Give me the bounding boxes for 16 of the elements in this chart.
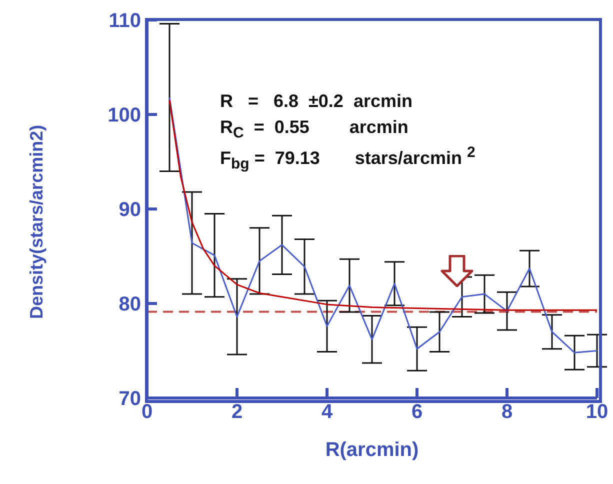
x-tick-label: 8 [501,401,513,424]
annotation: R = 6.8 ±0.2 arcmin [220,90,414,113]
x-tick-label: 0 [141,401,153,424]
y-tick-label: 110 [108,10,141,32]
annotation: F$_{bg}$ = 79.13 stars/arcmin $^{2}$ [220,143,476,173]
y-tick-label: 80 [118,294,141,316]
y-tick-label: 70 [118,388,141,410]
x-tick-label: 2 [231,401,243,424]
annotation: R$_{C}$ = 0.55 arcmin [220,116,410,142]
y-tick-label: 100 [108,104,141,127]
x-tick-label: 4 [321,401,334,424]
x-axis-title: R(arcmin) [325,439,419,461]
y-tick-label: 90 [118,199,141,222]
y-axis-title: Density(stars/arcmin2) [26,124,46,319]
x-tick-label: 6 [411,401,423,424]
x-tick-label: 10 [586,401,608,424]
